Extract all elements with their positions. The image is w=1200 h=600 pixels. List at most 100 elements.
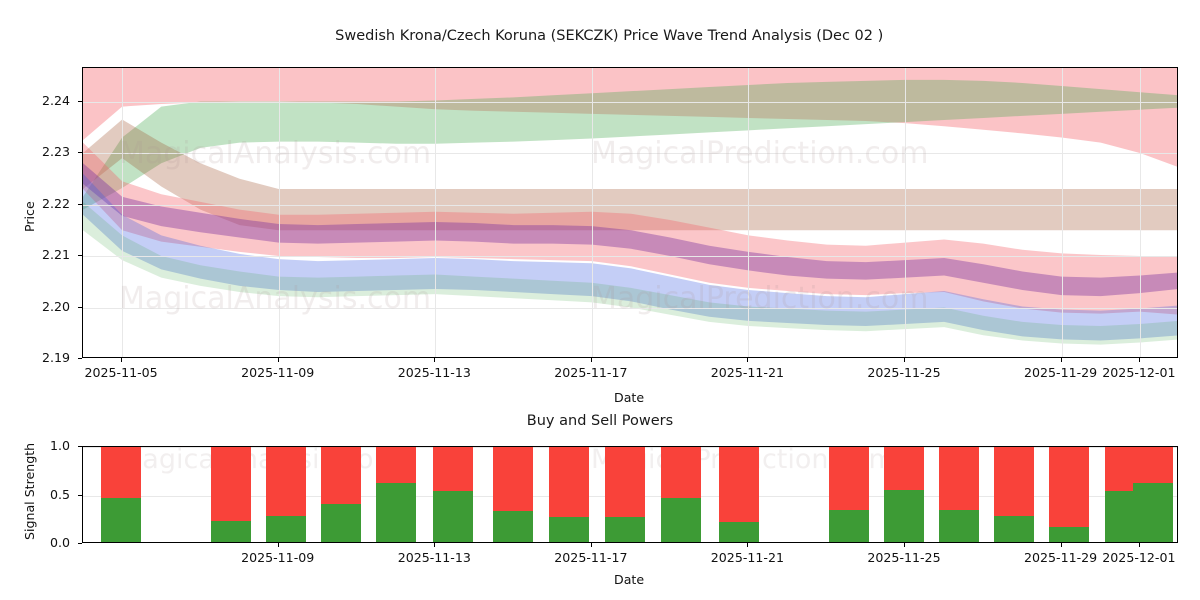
- power-bar[interactable]: [376, 447, 416, 542]
- power-bar[interactable]: [433, 447, 473, 542]
- buy-power-segment: [829, 510, 869, 542]
- buy-power-segment: [549, 516, 589, 542]
- price-y-tickmark: [78, 152, 82, 153]
- sell-power-segment: [211, 447, 251, 521]
- power-bar[interactable]: [884, 447, 924, 542]
- power-bar[interactable]: [605, 447, 645, 542]
- powers-x-tick: 2025-11-25: [867, 550, 941, 565]
- power-bar[interactable]: [266, 447, 306, 542]
- price-y-tick: 2.22: [41, 195, 70, 211]
- powers-x-tick: 2025-11-13: [397, 550, 471, 565]
- powers-x-tickmark: [277, 543, 279, 547]
- powers-x-tick: 2025-11-29: [1023, 550, 1098, 565]
- price-y-tick: 2.24: [41, 92, 70, 108]
- sell-power-segment: [321, 447, 361, 505]
- price-y-tickmark: [78, 203, 82, 205]
- buy-power-segment: [719, 521, 759, 542]
- power-bar[interactable]: [101, 447, 141, 542]
- sell-power-segment: [101, 447, 141, 499]
- sell-power-segment: [493, 447, 533, 511]
- sell-power-segment: [549, 447, 589, 517]
- price-x-tick: 2025-11-13: [397, 365, 471, 380]
- buy-power-segment: [101, 498, 141, 542]
- band-price-channel-red: [83, 142, 1177, 315]
- price-y-tick: 2.23: [41, 144, 70, 159]
- gridline-h: [83, 204, 1177, 206]
- price-chart-y-axis-label: Price: [22, 201, 37, 232]
- power-bar[interactable]: [321, 447, 361, 542]
- sell-power-segment: [433, 447, 473, 491]
- gridline-h: [83, 256, 1177, 257]
- power-bar[interactable]: [994, 447, 1034, 542]
- price-y-tick: 2.19: [41, 350, 70, 365]
- price-y-tickmark: [78, 255, 82, 256]
- power-bar[interactable]: [829, 447, 869, 542]
- powers-y-tick: 1.0: [49, 438, 70, 453]
- buy-power-segment: [321, 504, 361, 542]
- gridline-v: [1061, 68, 1063, 357]
- power-bar[interactable]: [1049, 447, 1089, 542]
- powers-x-tickmark: [1138, 543, 1140, 547]
- buy-power-segment: [266, 515, 306, 542]
- sell-power-segment: [376, 447, 416, 483]
- price-x-tick: 2025-11-25: [867, 365, 941, 380]
- gridline-v: [122, 68, 124, 357]
- gridline-h: [83, 101, 1177, 103]
- powers-x-tick: 2025-11-21: [710, 550, 784, 565]
- powers-y-tickmark: [78, 446, 82, 447]
- price-x-tickmark: [1138, 358, 1140, 362]
- buy-power-segment: [1049, 526, 1089, 542]
- price-chart-plot-area: MagicalAnalysis.com MagicalPrediction.co…: [82, 67, 1178, 358]
- power-bar[interactable]: [939, 447, 979, 542]
- powers-x-tick: 2025-11-17: [554, 550, 628, 565]
- band-noise-cloud-green: [83, 201, 1177, 345]
- price-y-tickmark: [78, 306, 82, 308]
- price-x-tick: 2025-11-21: [710, 365, 784, 380]
- power-bar[interactable]: [549, 447, 589, 542]
- powers-chart-plot-area: MagicalAnalysis.com MagicalPrediction.co…: [82, 446, 1178, 543]
- price-x-tick: 2025-11-29: [1023, 365, 1098, 380]
- powers-chart-y-axis-label: Signal Strength: [22, 442, 37, 540]
- buy-power-segment: [884, 489, 924, 542]
- price-y-tick: 2.21: [41, 247, 70, 262]
- power-bar[interactable]: [661, 447, 701, 542]
- band-trend-core-purple: [83, 163, 1177, 297]
- power-bar[interactable]: [1133, 447, 1173, 542]
- price-x-tickmark: [904, 358, 905, 362]
- gridline-v: [1139, 68, 1141, 357]
- sell-power-segment: [994, 447, 1034, 516]
- price-x-tickmark: [434, 358, 436, 362]
- powers-x-tickmark: [434, 543, 436, 547]
- price-x-tick: 2025-11-09: [241, 365, 315, 380]
- powers-x-tickmark: [1060, 543, 1062, 547]
- price-x-tick: 2025-11-17: [554, 365, 628, 380]
- sell-power-segment: [719, 447, 759, 522]
- powers-x-tickmark: [904, 543, 905, 547]
- gridline-v: [435, 68, 437, 357]
- powers-y-tickmark: [78, 543, 82, 544]
- powers-y-tickmark: [78, 494, 82, 496]
- figure-title-line1: Swedish Krona/Czech Koruna (SEKCZK) Pric…: [335, 28, 884, 44]
- band-upper-support-green: [83, 79, 1177, 210]
- buy-power-segment: [661, 498, 701, 542]
- price-y-tickmark: [78, 358, 82, 359]
- gridline-v: [905, 68, 906, 357]
- buy-power-segment: [994, 515, 1034, 542]
- band-lower-channel-blue: [83, 173, 1177, 341]
- sell-power-segment: [939, 447, 979, 510]
- buy-power-segment: [1133, 482, 1173, 542]
- buy-power-segment: [433, 490, 473, 542]
- power-bar[interactable]: [211, 447, 251, 542]
- band-pivot-box-brown: [83, 119, 1177, 231]
- powers-chart-title: Buy and Sell Powers: [526, 413, 674, 429]
- power-bar[interactable]: [493, 447, 533, 542]
- powers-x-tick: 2025-11-09: [241, 550, 315, 565]
- buy-power-segment: [493, 511, 533, 542]
- price-chart-x-axis-label: Date: [614, 390, 645, 405]
- powers-x-tickmark: [747, 543, 749, 547]
- price-x-tick: 2025-11-05: [84, 365, 158, 380]
- gridline-v: [748, 68, 750, 357]
- buy-power-segment: [376, 482, 416, 542]
- power-bar[interactable]: [719, 447, 759, 542]
- sell-power-segment: [661, 447, 701, 499]
